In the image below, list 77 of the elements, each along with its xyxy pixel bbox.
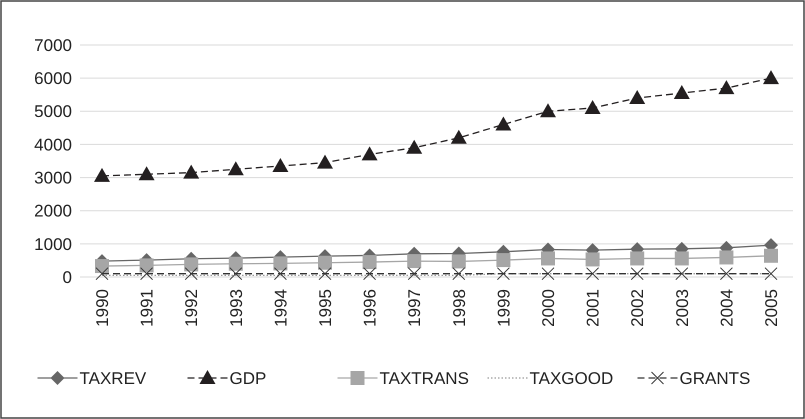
y-tick-label: 2000 [34, 202, 72, 221]
point [452, 267, 466, 280]
y-tick-label: 4000 [34, 135, 72, 154]
point [363, 267, 376, 280]
x-tick-label: 1994 [271, 289, 290, 327]
point [764, 267, 778, 280]
x-tick-label: 1991 [138, 289, 157, 327]
x-tick-label: 1995 [316, 289, 335, 327]
point [408, 267, 421, 280]
y-tick-label: 6000 [34, 69, 72, 88]
y-tick-label: 0 [62, 268, 72, 287]
x-tick-label: 2000 [539, 289, 558, 327]
point [318, 267, 332, 280]
point [228, 256, 243, 271]
x-tick-label: 1993 [226, 289, 246, 327]
x-tick-label: 2001 [584, 289, 603, 327]
point [406, 140, 422, 154]
legend-label: GRANTS [680, 368, 750, 388]
point [584, 100, 601, 114]
point [184, 267, 198, 280]
point [764, 248, 778, 263]
point [629, 90, 646, 104]
x-tick-label: 1990 [93, 289, 112, 327]
point [674, 251, 689, 266]
point [540, 103, 556, 118]
x-tick-label: 1998 [450, 289, 469, 327]
point [495, 116, 512, 131]
x-tick-label: 2002 [628, 289, 648, 327]
point [586, 252, 600, 266]
legend-label: TAXTRANS [380, 368, 469, 388]
point [229, 267, 242, 280]
legend-label: TAXREV [80, 368, 147, 388]
point [94, 168, 110, 182]
point [586, 267, 600, 280]
point [317, 154, 333, 169]
point [362, 146, 378, 160]
point [228, 161, 244, 176]
legend-label: TAXGOOD [530, 368, 614, 388]
point [183, 164, 200, 179]
point [362, 255, 377, 270]
legend-label: GDP [230, 368, 266, 388]
x-tick-label: 1999 [494, 289, 514, 327]
point [496, 267, 510, 280]
x-tick-label: 1996 [360, 289, 380, 327]
point [95, 259, 109, 274]
point [720, 267, 733, 280]
x-tick-label: 2005 [762, 289, 781, 327]
point [675, 267, 688, 280]
point [407, 254, 422, 268]
point [452, 254, 466, 268]
x-tick-label: 2003 [672, 289, 692, 327]
x-tick-label: 2004 [717, 289, 736, 327]
point [318, 256, 332, 270]
point [140, 267, 154, 280]
point [138, 166, 155, 180]
x-tick-label: 1997 [405, 289, 424, 327]
y-tick-label: 1000 [34, 234, 72, 254]
point [272, 158, 288, 172]
point [274, 267, 287, 280]
point [541, 251, 555, 266]
point [96, 267, 108, 280]
point [674, 85, 690, 100]
point [273, 256, 288, 270]
point [184, 257, 198, 272]
point [542, 267, 554, 280]
point [630, 251, 644, 266]
y-tick-label: 5000 [34, 102, 72, 122]
point [630, 267, 644, 280]
y-tick-label: 7000 [34, 36, 72, 55]
point [450, 130, 467, 144]
x-tick-label: 1992 [182, 289, 202, 327]
point [719, 250, 734, 264]
point [140, 258, 154, 272]
point [763, 70, 779, 84]
point [496, 253, 510, 268]
y-tick-label: 3000 [34, 168, 72, 188]
point [718, 80, 734, 94]
